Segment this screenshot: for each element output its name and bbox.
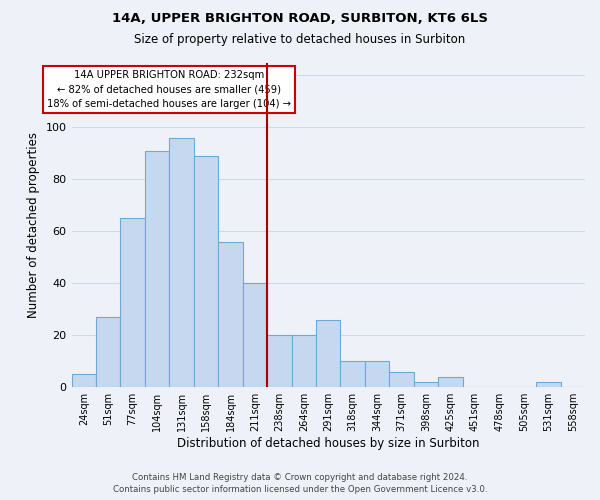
Text: 14A, UPPER BRIGHTON ROAD, SURBITON, KT6 6LS: 14A, UPPER BRIGHTON ROAD, SURBITON, KT6 … (112, 12, 488, 26)
Bar (292, 336, 316, 387)
Bar (121, 218, 145, 387)
Bar (169, 138, 194, 387)
Bar (194, 156, 218, 387)
Bar (536, 382, 560, 387)
Bar (365, 361, 389, 387)
Text: Contains HM Land Registry data © Crown copyright and database right 2024.
Contai: Contains HM Land Registry data © Crown c… (113, 472, 487, 494)
Bar (438, 377, 463, 387)
Bar (316, 320, 340, 387)
Bar (389, 372, 414, 387)
Bar (71, 374, 96, 387)
Bar (414, 382, 438, 387)
Bar (340, 361, 365, 387)
Bar (96, 317, 121, 387)
Text: Size of property relative to detached houses in Surbiton: Size of property relative to detached ho… (134, 32, 466, 46)
Bar (267, 336, 292, 387)
Y-axis label: Number of detached properties: Number of detached properties (27, 132, 40, 318)
Bar (242, 284, 267, 387)
Bar (145, 151, 169, 387)
X-axis label: Distribution of detached houses by size in Surbiton: Distribution of detached houses by size … (177, 437, 479, 450)
Text: 14A UPPER BRIGHTON ROAD: 232sqm
← 82% of detached houses are smaller (459)
18% o: 14A UPPER BRIGHTON ROAD: 232sqm ← 82% of… (47, 70, 292, 109)
Bar (218, 242, 242, 387)
